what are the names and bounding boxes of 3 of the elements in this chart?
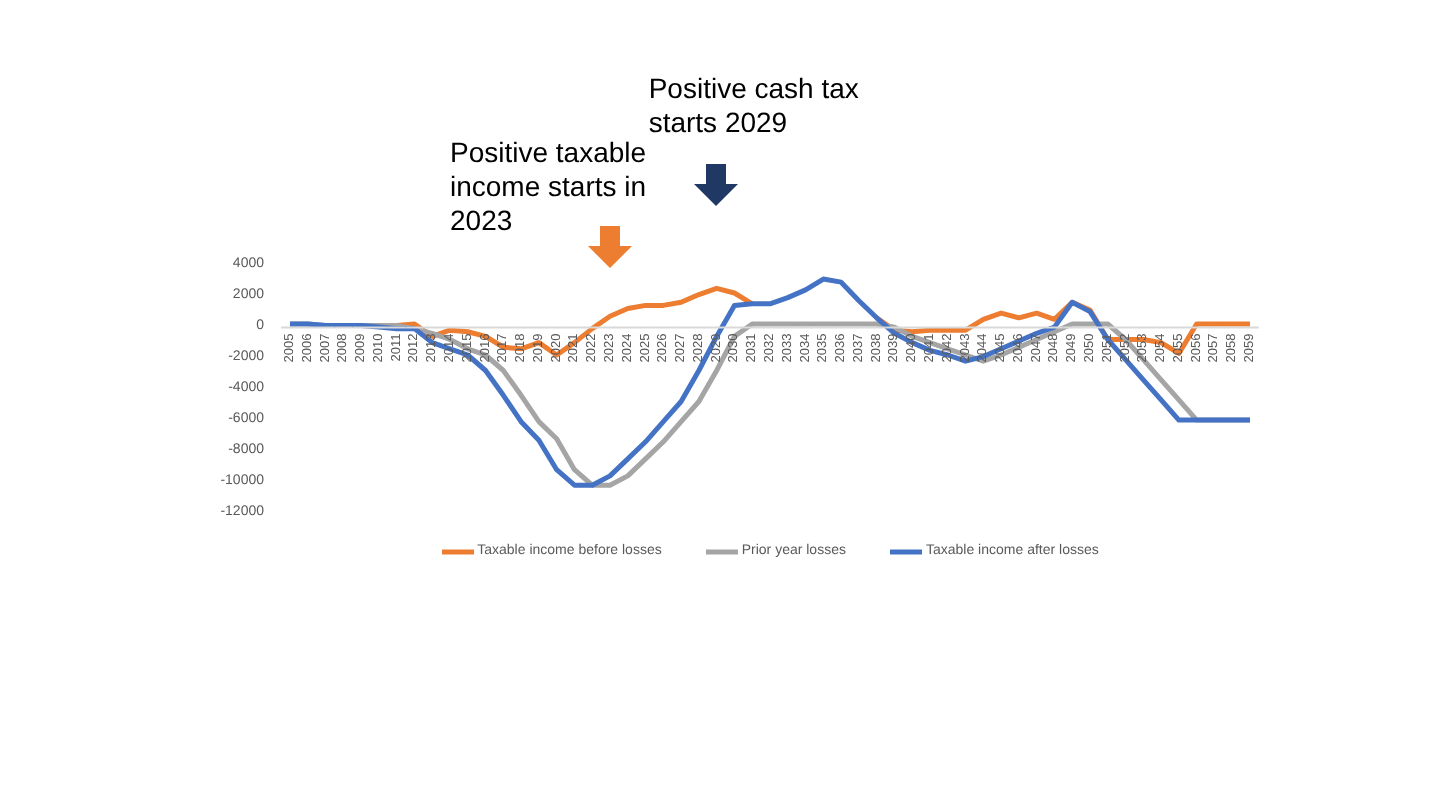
text: Positive cash tax starts 2029 xyxy=(648,72,861,140)
text: Positive taxable income starts in 2023 xyxy=(450,136,649,238)
line-series xyxy=(287,276,1253,488)
